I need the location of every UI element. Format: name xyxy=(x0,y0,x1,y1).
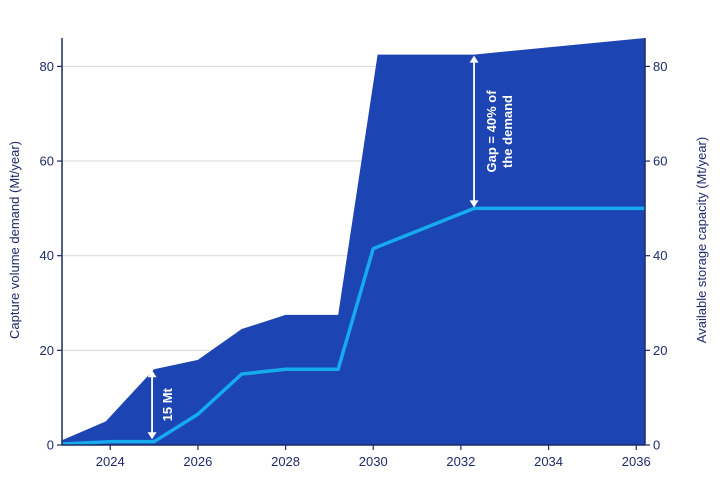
y-tick-label-left-60: 60 xyxy=(40,154,54,169)
area-series-demand xyxy=(62,38,645,445)
annotation-15mt-arrowhead-bottom xyxy=(147,432,157,440)
annotation-gap-arrowhead-bottom xyxy=(469,200,479,208)
y-tick-labels-left: 0 20 40 60 80 xyxy=(40,59,62,453)
annotation-15mt: 15 Mt xyxy=(147,370,175,440)
y-tick-label-right-40: 40 xyxy=(653,248,667,263)
x-tick-label-2026: 2026 xyxy=(183,454,212,469)
annotation-gap-arrowhead-top xyxy=(469,55,479,63)
annotation-gap-label-line1: Gap = 40% of xyxy=(484,90,499,173)
line-series-storage xyxy=(61,206,645,446)
x-tick-label-2034: 2034 xyxy=(534,454,563,469)
y-tick-label-right-0: 0 xyxy=(653,438,660,453)
y-axis-title-right: Available storage capacity (Mt/year) xyxy=(694,137,709,343)
y-tick-label-right-80: 80 xyxy=(653,59,667,74)
annotation-15mt-label: 15 Mt xyxy=(160,387,175,421)
x-tick-label-2028: 2028 xyxy=(271,454,300,469)
annotation-15mt-arrowhead-top xyxy=(147,370,157,378)
annotation-gap: Gap = 40% of the demand xyxy=(469,55,515,208)
x-tick-label-2036: 2036 xyxy=(622,454,651,469)
y-tick-label-left-20: 20 xyxy=(40,343,54,358)
x-tick-labels: 2024 2026 2028 2030 2032 2034 2036 xyxy=(96,445,651,469)
y-tick-label-left-40: 40 xyxy=(40,248,54,263)
y-tick-label-left-0: 0 xyxy=(47,438,54,453)
annotation-gap-label-line2: the demand xyxy=(500,95,515,168)
y-tick-label-right-20: 20 xyxy=(653,343,667,358)
x-tick-label-2030: 2030 xyxy=(359,454,388,469)
x-tick-label-2032: 2032 xyxy=(446,454,475,469)
y-tick-label-right-60: 60 xyxy=(653,154,667,169)
y-tick-labels-right: 0 20 40 60 80 xyxy=(645,59,667,453)
y-axis-title-left: Capture volume demand (Mt/year) xyxy=(7,141,22,339)
x-tick-label-2024: 2024 xyxy=(96,454,125,469)
y-tick-label-left-80: 80 xyxy=(40,59,54,74)
